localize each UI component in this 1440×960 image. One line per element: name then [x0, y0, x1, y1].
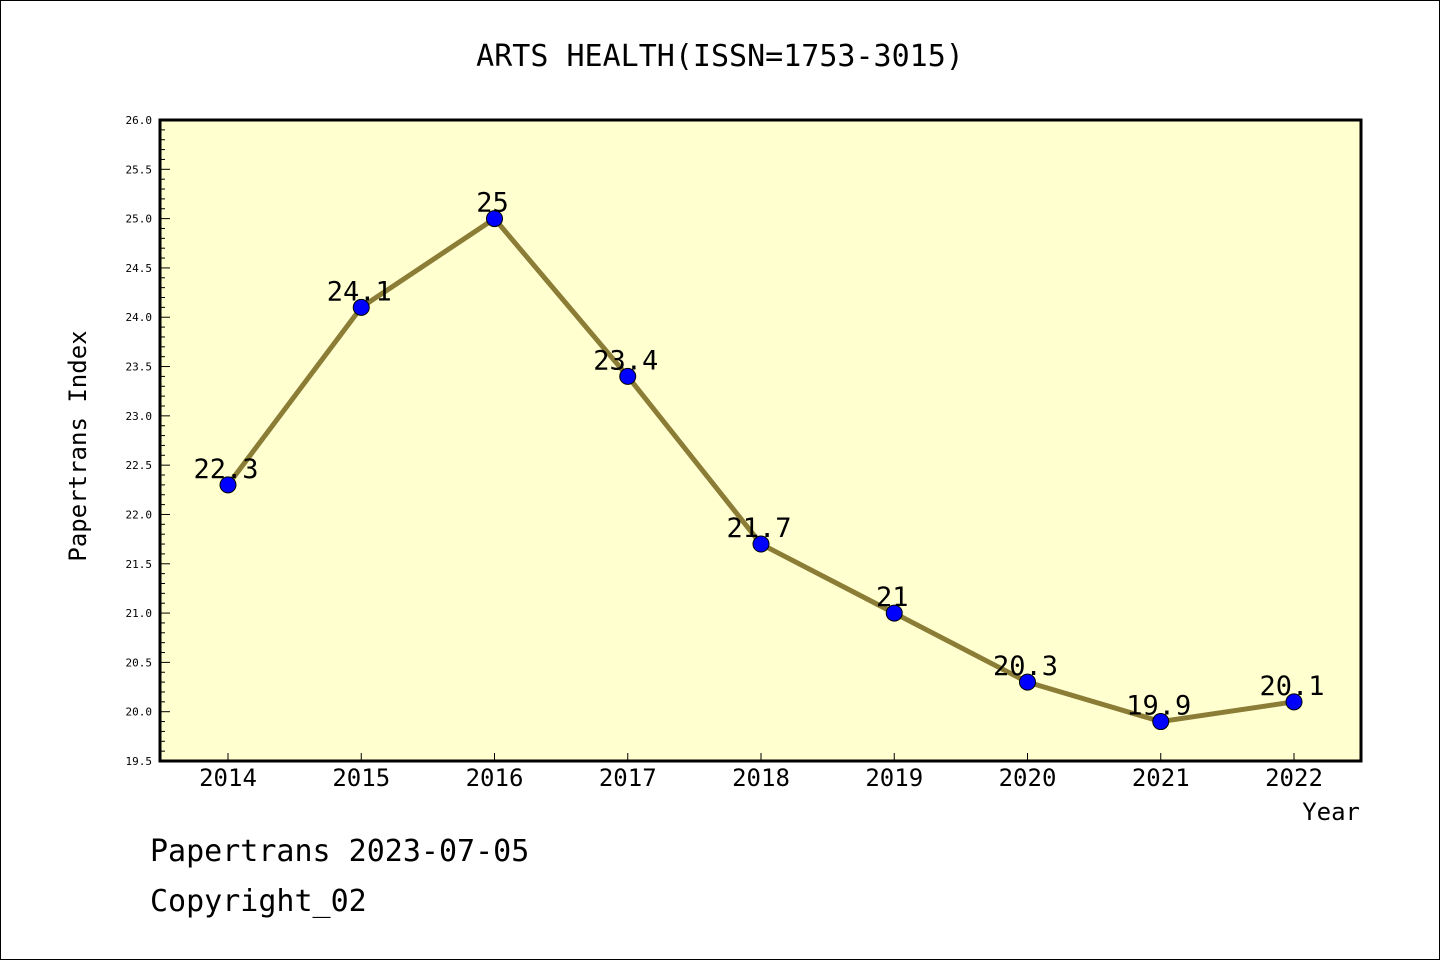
x-tick-label: 2022 [1265, 764, 1323, 792]
y-tick-label: 23.0 [126, 410, 153, 423]
x-tick-label: 2019 [865, 764, 923, 792]
chart-title: ARTS HEALTH(ISSN=1753-3015) [476, 39, 964, 74]
data-point-2021 [1152, 713, 1170, 731]
y-axis: 19.5 20.0 20.5 21.0 21.5 22.0 22.5 23.0 23.5 24.0… [126, 114, 170, 768]
series-papertrans-index: 22.3 24.1 25 23.4 21.7 21 20.3 19.9 20.1 [193, 188, 1325, 731]
data-label-2019: 21 [876, 582, 909, 613]
data-point-2014 [219, 476, 237, 494]
y-tick-label: 26.0 [126, 114, 153, 127]
x-tick-label: 2015 [332, 764, 390, 792]
x-tick-label: 2016 [466, 764, 524, 792]
data-label-2014: 22.3 [193, 454, 258, 485]
footer-copyright-text: Copyright_02 [150, 884, 367, 919]
x-axis-label: Year [1302, 798, 1360, 826]
y-tick-label: 25.5 [126, 163, 153, 176]
data-point-2015 [352, 298, 370, 316]
y-tick-label: 23.5 [126, 361, 153, 374]
plot-area [158, 118, 1363, 763]
y-tick-label: 22.0 [126, 508, 153, 521]
data-point-2016 [486, 210, 503, 228]
y-tick-label: 24.0 [126, 311, 153, 324]
data-point-2020 [1019, 673, 1036, 691]
data-label-2015: 24.1 [327, 276, 392, 307]
data-label-2017: 23.4 [593, 345, 658, 376]
x-tick-label: 2017 [599, 764, 657, 792]
data-label-2021: 19.9 [1126, 691, 1191, 722]
data-point-2017 [619, 367, 637, 385]
x-tick-label: 2018 [732, 764, 790, 792]
data-label-2020: 20.3 [993, 651, 1058, 682]
footer-date-text: Papertrans 2023-07-05 [150, 834, 530, 869]
data-point-2018 [752, 535, 770, 553]
x-axis: 2014 2015 2016 2017 2018 2019 2020 2021 2022 [199, 753, 1323, 792]
x-tick-label: 2021 [1132, 764, 1190, 792]
y-tick-label: 19.5 [126, 755, 153, 768]
data-label-2016: 25 [476, 188, 509, 219]
data-point-2019 [885, 604, 903, 622]
y-axis-label: Papertrans Index [64, 330, 92, 561]
x-tick-label: 2020 [999, 764, 1057, 792]
y-tick-label: 24.5 [126, 262, 153, 275]
y-tick-label: 21.5 [126, 558, 153, 571]
y-tick-label: 21.0 [126, 607, 153, 620]
y-tick-label: 25.0 [126, 213, 153, 226]
data-label-2022: 20.1 [1259, 671, 1324, 702]
data-point-2022 [1285, 693, 1303, 711]
x-tick-label: 2014 [199, 764, 257, 792]
y-tick-label: 20.0 [126, 706, 153, 719]
y-tick-label: 20.5 [126, 656, 153, 669]
y-tick-label: 22.5 [126, 459, 153, 472]
data-label-2018: 21.7 [726, 513, 791, 544]
